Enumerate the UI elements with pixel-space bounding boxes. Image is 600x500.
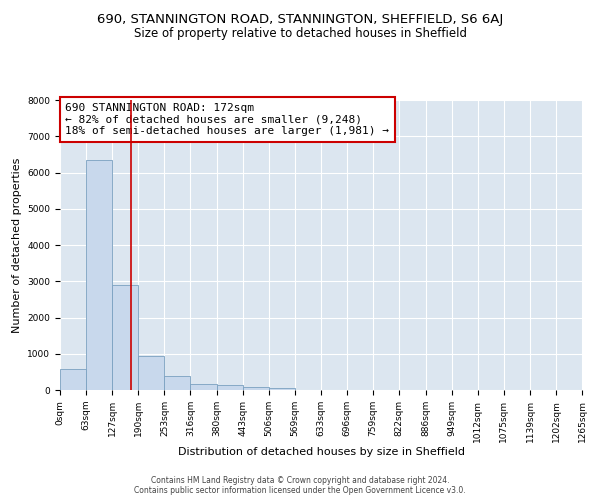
- Bar: [112, 285, 139, 390]
- Bar: [269, 388, 295, 390]
- Text: Contains public sector information licensed under the Open Government Licence v3: Contains public sector information licen…: [134, 486, 466, 495]
- Bar: [217, 386, 243, 390]
- Bar: [139, 356, 164, 390]
- Bar: [190, 384, 217, 390]
- Bar: [164, 376, 190, 390]
- Bar: [60, 370, 86, 390]
- X-axis label: Distribution of detached houses by size in Sheffield: Distribution of detached houses by size …: [178, 448, 464, 458]
- Text: Contains HM Land Registry data © Crown copyright and database right 2024.: Contains HM Land Registry data © Crown c…: [151, 476, 449, 485]
- Y-axis label: Number of detached properties: Number of detached properties: [12, 158, 22, 332]
- Bar: [86, 160, 112, 390]
- Text: 690, STANNINGTON ROAD, STANNINGTON, SHEFFIELD, S6 6AJ: 690, STANNINGTON ROAD, STANNINGTON, SHEF…: [97, 12, 503, 26]
- Text: 690 STANNINGTON ROAD: 172sqm
← 82% of detached houses are smaller (9,248)
18% of: 690 STANNINGTON ROAD: 172sqm ← 82% of de…: [65, 103, 389, 136]
- Bar: [243, 388, 269, 390]
- Text: Size of property relative to detached houses in Sheffield: Size of property relative to detached ho…: [133, 28, 467, 40]
